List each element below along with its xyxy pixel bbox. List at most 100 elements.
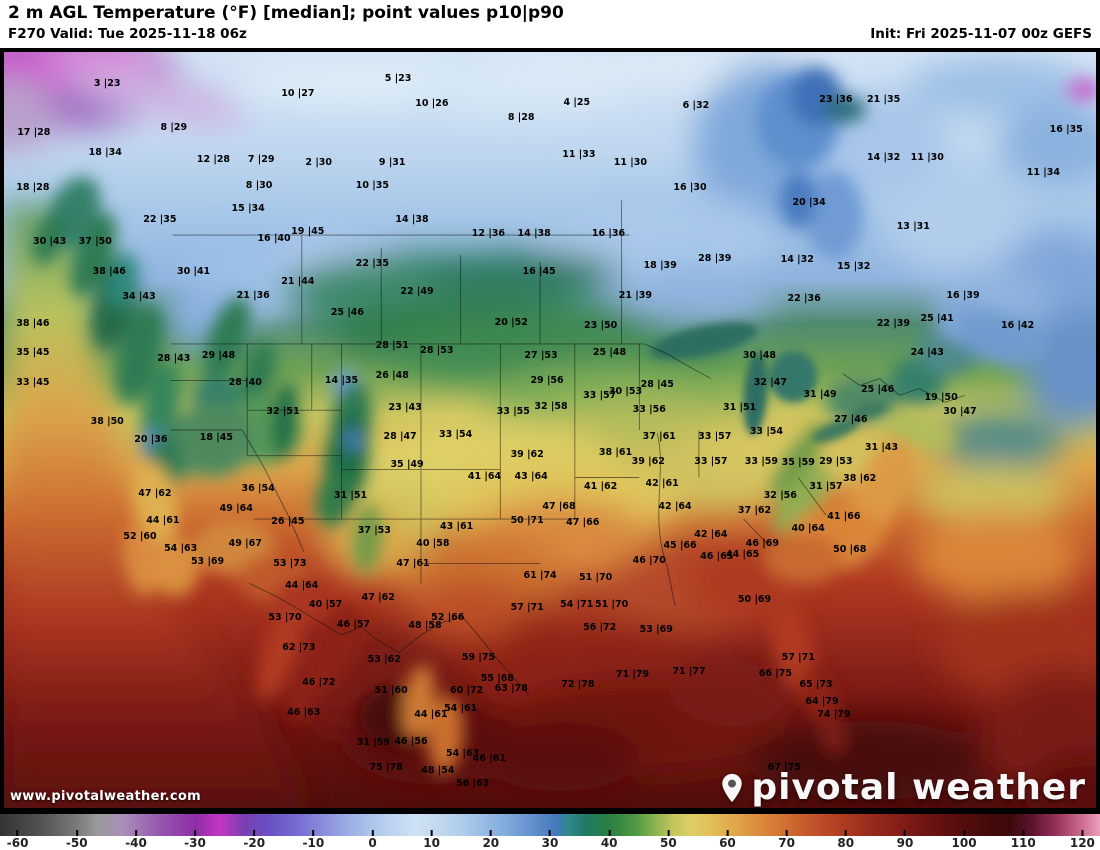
point-value: 49 |67 xyxy=(228,537,262,549)
point-value: 19 |50 xyxy=(924,392,958,404)
point-value: 20 |34 xyxy=(792,197,826,209)
point-value: 51 |60 xyxy=(374,685,408,697)
point-value: 48 |54 xyxy=(421,765,455,777)
tick-mark xyxy=(608,830,611,836)
point-value: 14 |32 xyxy=(780,253,814,265)
point-value: 46 |65 xyxy=(700,550,734,562)
political-borders xyxy=(170,200,966,696)
point-value: 31 |43 xyxy=(864,441,899,453)
point-value: 63 |78 xyxy=(494,683,528,695)
point-value: 35 |45 xyxy=(16,346,50,358)
colorbar-tick: -30 xyxy=(184,830,206,849)
point-value: 49 |64 xyxy=(219,503,253,515)
tick-label: 90 xyxy=(896,836,914,850)
point-value: 30 |41 xyxy=(176,265,211,277)
point-value: 2 |30 xyxy=(305,156,333,168)
point-value: 57 |71 xyxy=(510,602,544,614)
point-value: 53 |70 xyxy=(268,612,302,624)
point-value: 46 |72 xyxy=(302,677,336,689)
point-value: 31 |59 xyxy=(356,736,390,748)
point-value: 53 |73 xyxy=(273,557,307,569)
point-value: 23 |50 xyxy=(584,320,618,332)
point-value: 12 |36 xyxy=(471,228,506,240)
point-value: 53 |69 xyxy=(639,623,673,635)
colorbar-tick: 10 xyxy=(423,830,440,849)
tick-label: 10 xyxy=(423,836,440,850)
point-value: 30 |43 xyxy=(33,235,67,247)
point-value: 38 |46 xyxy=(16,318,50,330)
point-value: 46 |57 xyxy=(336,618,371,630)
init-time-label: Init: Fri 2025-11-07 00z GEFS xyxy=(870,26,1092,42)
point-value: 71 |79 xyxy=(615,669,650,681)
point-value: 60 |72 xyxy=(449,685,484,697)
point-value: 22 |35 xyxy=(143,214,177,226)
colorbar-tick: 50 xyxy=(660,830,677,849)
tick-label: 20 xyxy=(482,836,500,850)
point-value: 33 |45 xyxy=(16,376,50,388)
point-value: 16 |39 xyxy=(946,290,980,302)
tick-mark xyxy=(489,830,492,836)
point-value: 41 |62 xyxy=(584,481,618,493)
point-value: 10 |27 xyxy=(281,87,315,99)
point-value: 8 |29 xyxy=(160,122,188,134)
colorbar-tick: -10 xyxy=(303,830,324,849)
point-value: 33 |57 xyxy=(698,430,732,442)
point-value: 30 |53 xyxy=(608,386,643,398)
point-value: 72 |78 xyxy=(561,679,595,691)
point-value: 56 |63 xyxy=(455,778,490,790)
point-value: 35 |59 xyxy=(781,456,815,468)
point-value: 30 |47 xyxy=(943,406,977,418)
point-value: 71 |77 xyxy=(672,666,706,678)
tick-mark xyxy=(1022,830,1025,836)
point-value: 42 |64 xyxy=(694,528,728,540)
point-value: 7 |29 xyxy=(247,153,275,165)
point-value: 47 |66 xyxy=(566,516,600,528)
point-value: 28 |40 xyxy=(228,376,262,388)
point-value: 50 |71 xyxy=(510,515,544,527)
tick-mark xyxy=(16,830,19,836)
colorbar-tick: 0 xyxy=(368,830,377,849)
point-value: 26 |48 xyxy=(375,369,409,381)
point-value: 15 |34 xyxy=(231,203,265,215)
logo-text: pivotal weather xyxy=(751,767,1086,808)
tick-mark xyxy=(430,830,433,836)
point-value: 34 |43 xyxy=(122,291,156,303)
point-value: 11 |33 xyxy=(562,148,596,160)
point-value: 21 |36 xyxy=(236,290,270,302)
point-value: 31 |51 xyxy=(722,402,757,414)
point-value: 44 |64 xyxy=(285,580,319,592)
point-value: 47 |62 xyxy=(138,488,172,500)
point-value: 33 |59 xyxy=(744,455,779,467)
point-value: 43 |61 xyxy=(440,520,474,532)
tick-mark xyxy=(844,830,847,836)
point-value: 27 |46 xyxy=(834,414,868,426)
colorbar-tick: 30 xyxy=(542,830,558,849)
map-area[interactable]: 3 |23 10 |27 5 |23 10 |26 4 |25 6 |32 23 |36 21… xyxy=(0,48,1100,812)
point-value: 33 |55 xyxy=(496,406,530,418)
tick-label: 110 xyxy=(1010,836,1036,850)
point-value: 40 |57 xyxy=(308,599,343,611)
point-value: 52 |66 xyxy=(431,612,465,624)
point-value: 46 |63 xyxy=(287,706,321,718)
point-value: 5 |23 xyxy=(384,72,412,84)
point-value: 38 |50 xyxy=(90,416,124,428)
point-value: 28 |53 xyxy=(420,344,454,356)
point-value: 28 |39 xyxy=(698,252,732,264)
point-value: 40 |64 xyxy=(791,522,825,534)
point-value: 32 |58 xyxy=(534,401,568,413)
point-value: 38 |61 xyxy=(598,446,633,458)
tick-label: -40 xyxy=(125,836,147,850)
point-value: 54 |71 xyxy=(560,599,594,611)
point-value: 30 |48 xyxy=(742,349,777,361)
point-value: 3 |23 xyxy=(93,77,121,89)
tick-label: 100 xyxy=(951,836,977,850)
colorbar-tick: 90 xyxy=(896,830,914,850)
point-value: 11 |30 xyxy=(910,151,944,163)
tick-mark xyxy=(1081,830,1084,836)
colorbar-tick: 80 xyxy=(837,830,854,849)
point-value: 8 |28 xyxy=(507,112,535,124)
tick-mark xyxy=(253,830,256,836)
point-value: 16 |42 xyxy=(1000,320,1035,332)
point-value: 31 |51 xyxy=(333,490,368,502)
